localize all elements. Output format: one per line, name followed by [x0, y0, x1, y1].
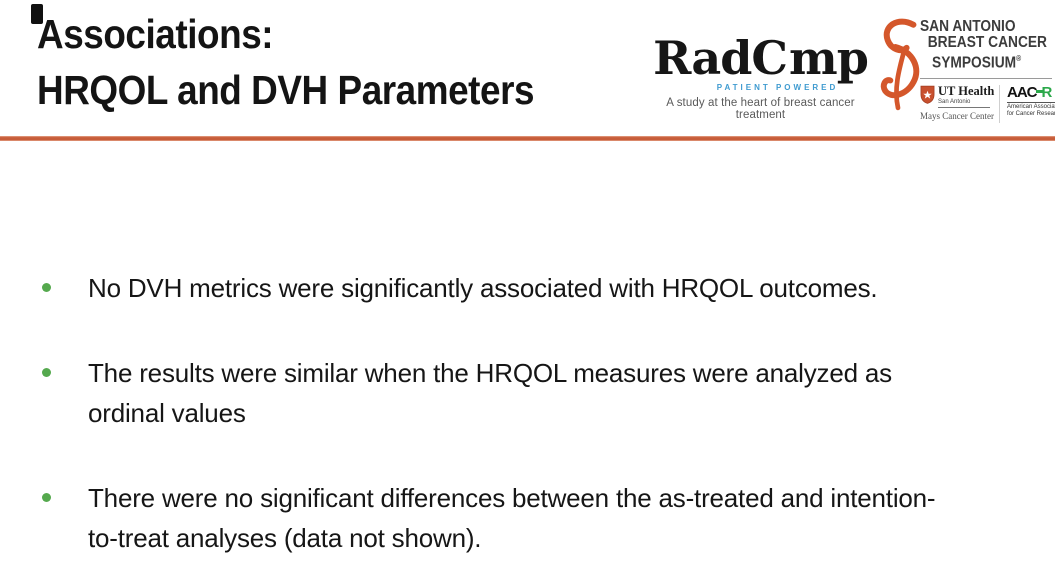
radcomp-wordmark-left: RadC — [653, 31, 788, 85]
bullet-dot-icon — [42, 368, 51, 377]
bullet-dot-icon — [42, 493, 51, 502]
aacr-subtitle-line1: American Association — [1007, 104, 1055, 110]
aacr-wordmark-black: AAC — [1007, 84, 1037, 101]
bullet-item: There were no significant differences be… — [42, 478, 1037, 558]
radcomp-wordmark-right: mp — [789, 31, 869, 85]
sabcs-divider-line — [920, 78, 1052, 79]
slide-title-line1: Associations: — [37, 11, 274, 57]
aacr-subtitle: American Association for Cancer Research… — [1007, 102, 1055, 118]
radcomp-tagline: A study at the heart of breast cancer tr… — [666, 97, 855, 121]
mays-cancer-center-label: Mays Cancer Center — [920, 111, 994, 121]
slide-corner-mark — [31, 4, 43, 24]
bullet-list: No DVH metrics were significantly associ… — [42, 268, 1037, 587]
radcomp-wordmark: RadC mp — [653, 35, 869, 81]
radcomp-logo: RadC mp PATIENT POWERED A study at the h… — [653, 35, 869, 121]
slide-title-line2: HRQOL and DVH Parameters — [37, 67, 535, 113]
aacr-wordmark-green: R — [1041, 84, 1053, 101]
shield-star-icon — [920, 85, 935, 104]
registered-mark: ® — [1016, 54, 1022, 63]
header-divider-line — [0, 136, 1055, 141]
aacr-subtitle-line2: for Cancer Research® — [1007, 111, 1055, 117]
bullet-text: No DVH metrics were significantly associ… — [88, 273, 878, 303]
ut-health-name: UT Health — [938, 84, 995, 98]
aacr-green-dash — [1035, 90, 1043, 93]
ribbon-icon — [880, 18, 920, 111]
ut-health-city: San Antonio — [938, 99, 990, 108]
bullet-item: No DVH metrics were significantly associ… — [42, 268, 1037, 308]
slide-title: Associations: HRQOL and DVH Parameters — [37, 6, 535, 118]
partner-logos: UT Health San Antonio Mays Cancer Center… — [920, 84, 1055, 123]
bullet-dot-icon — [42, 283, 51, 292]
bullet-text: There were no significant differences be… — [88, 483, 936, 553]
partner-divider-line — [999, 85, 1000, 123]
aacr-wordmark: AAC R — [1007, 85, 1055, 100]
bullet-item: The results were similar when the HRQOL … — [42, 353, 1037, 433]
radcomp-patient-powered: PATIENT POWERED — [716, 83, 839, 92]
ut-health-logo: UT Health San Antonio Mays Cancer Center — [920, 84, 995, 122]
sabcs-name-line1: SAN ANTONIO — [920, 18, 1016, 35]
sabcs-name-line2: BREAST CANCER — [927, 34, 1047, 51]
aacr-logo: AAC R American Association for Cancer Re… — [1007, 85, 1055, 118]
bullet-text: The results were similar when the HRQOL … — [88, 358, 892, 428]
sabcs-name-line3: SYMPOSIUM® — [932, 54, 1022, 72]
sabcs-name: SAN ANTONIO BREAST CANCER SYMPOSIUM® — [920, 19, 1047, 71]
